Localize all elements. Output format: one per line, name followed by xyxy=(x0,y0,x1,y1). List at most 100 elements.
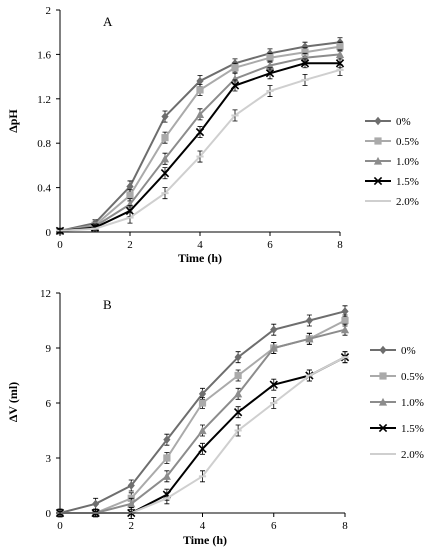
panel-b-series-1-0 xyxy=(55,323,350,518)
panel-a-data-point-1-0 xyxy=(335,50,345,58)
panel-b-data-point-0-5 xyxy=(198,399,207,407)
panel-b-data-point-0-5 xyxy=(163,454,171,462)
panel-b-data-point-1-0 xyxy=(162,472,171,480)
panel-b-y-tick-label: 3 xyxy=(46,453,52,465)
panel-a-data-point-0-5 xyxy=(336,43,344,51)
panel-a-data-point-1-0 xyxy=(265,61,275,70)
panel-b-legend-label-0: 0% xyxy=(401,345,416,357)
panel-a-y-tick-label: 1.6 xyxy=(37,49,51,61)
panel-b-data-point-1-0 xyxy=(305,334,314,343)
panel-b-legend-label-2-0: 2.0% xyxy=(401,449,424,461)
panel-a-data-point-1-0 xyxy=(300,53,310,62)
panel-b-y-tick-label: 6 xyxy=(46,398,52,410)
panel-b-data-point-0 xyxy=(127,481,135,490)
panel-a-series-0-5 xyxy=(56,41,344,235)
panel-b-series-line-0-5 xyxy=(60,319,346,514)
panel-a-data-point-1-5 xyxy=(125,206,135,216)
panel-b-data-point-1-5 xyxy=(269,380,278,389)
panel-a-data-point-1-0 xyxy=(160,154,170,163)
panel-b-legend-marker-1-5 xyxy=(378,423,388,433)
panel-a-data-point-1-5 xyxy=(265,69,275,78)
panel-b: 0 2 4 6 8 0 3 6 9 12 B Time (h) ΔV (ml) 0% 0.5% 1.… xyxy=(6,288,424,547)
panel-a-data-point-0-5 xyxy=(126,191,134,199)
panel-b-data-point-0 xyxy=(270,325,278,334)
panel-b-y-tick-label: 9 xyxy=(46,343,52,355)
panel-a-data-point-1-5 xyxy=(335,59,345,68)
panel-a-legend-marker-0 xyxy=(374,116,382,126)
panel-b-series-0-5 xyxy=(56,314,349,518)
panel-b-data-point-0-5 xyxy=(341,316,349,325)
panel-a-label: A xyxy=(103,14,113,29)
panel-b-data-point-0 xyxy=(198,389,207,399)
panel-b-legend: 0% 0.5% 1.0% 1.5% 2.0% xyxy=(370,345,424,461)
panel-b-data-point-1-0 xyxy=(198,426,207,435)
panel-a-data-point-0-5 xyxy=(231,64,239,72)
panel-a-legend-label-0-5: 0.5% xyxy=(396,136,419,148)
panel-b-x-ticks: 0 2 4 6 8 xyxy=(57,513,348,532)
panel-b-data-point-0 xyxy=(341,307,349,316)
panel-a-data-point-1-0 xyxy=(230,74,240,83)
panel-b-x-tick-label: 4 xyxy=(200,520,206,532)
panel-a-data-point-1-5 xyxy=(195,127,205,137)
panel-a-legend-label-1-5: 1.5% xyxy=(396,176,419,188)
panel-a-data-point-0-5 xyxy=(301,48,309,56)
panel-a-legend: 0% 0.5% 1.0% 1.5% 2.0% xyxy=(365,116,419,208)
panel-b-data-point-1-0 xyxy=(269,343,278,352)
panel-b-x-axis-title: Time (h) xyxy=(183,533,227,547)
panel-a-data-point-0-5 xyxy=(196,86,204,94)
panel-a-y-tick-label: 1.2 xyxy=(37,94,51,106)
panel-b-x-tick-label: 2 xyxy=(129,520,135,532)
panel-a-y-ticks: 0 0.4 0.8 1.2 1.6 2 xyxy=(37,5,60,239)
panel-a-data-point-1-0 xyxy=(195,110,205,118)
panel-a-legend-item-2-0: 2.0% xyxy=(365,196,419,208)
panel-b-data-point-0 xyxy=(163,435,171,444)
panel-b-series-line-1-0 xyxy=(60,328,346,514)
panel-a-y-tick-label: 0.4 xyxy=(37,183,51,195)
panel-a-y-tick-label: 0 xyxy=(46,227,52,239)
panel-b-data-point-1-0 xyxy=(340,325,350,334)
panel-b-data-point-0 xyxy=(92,499,100,509)
panel-a-legend-label-0: 0% xyxy=(396,116,411,128)
panel-b-x-tick-label: 8 xyxy=(342,520,348,532)
panel-b-data-point-0 xyxy=(305,316,313,325)
panel-b-legend-item-1-5: 1.5% xyxy=(370,423,424,435)
panel-b-x-tick-label: 0 xyxy=(57,520,63,532)
panel-b-legend-label-1-0: 1.0% xyxy=(401,397,424,409)
panel-a-legend-marker-0-5 xyxy=(374,137,382,145)
panel-a-legend-item-1-5: 1.5% xyxy=(365,176,419,188)
panel-b-y-tick-label: 12 xyxy=(40,288,51,300)
panel-b-legend-label-1-5: 1.5% xyxy=(401,423,424,435)
panel-b-legend-marker-1-0 xyxy=(378,397,388,406)
panel-b-data-point-1-0 xyxy=(234,389,243,398)
panel-b-data-point-1-0 xyxy=(127,499,136,508)
panel-a-legend-marker-1-0 xyxy=(373,156,383,165)
panel-a-series-line-0-5 xyxy=(59,45,341,232)
panel-a-data-point-1-5 xyxy=(160,169,170,178)
panel-a-legend-label-2-0: 2.0% xyxy=(396,196,419,208)
panel-b-data-point-1-5 xyxy=(198,444,207,453)
panel-b-legend-item-0: 0% xyxy=(370,345,416,357)
panel-a-x-axis-title: Time (h) xyxy=(178,251,222,265)
panel-a-data-point-1-0 xyxy=(125,200,135,208)
panel-b-y-tick-label: 0 xyxy=(46,508,52,520)
panel-a-data-point-0-5 xyxy=(266,54,274,62)
panel-a-data-point-0 xyxy=(126,182,134,191)
panel-a-data-point-1-5 xyxy=(300,59,310,68)
panel-b-legend-marker-0-5 xyxy=(379,372,387,380)
panel-a-legend-item-0-5: 0.5% xyxy=(365,136,419,148)
panel-b-legend-label-0-5: 0.5% xyxy=(401,371,424,383)
panel-a-x-tick-label: 4 xyxy=(197,239,203,251)
panel-b-data-point-0-5 xyxy=(234,371,242,380)
panel-a-series-2-0 xyxy=(56,63,344,234)
panel-b-y-axis-title: ΔV (ml) xyxy=(6,382,20,422)
panel-a-series xyxy=(55,37,345,236)
panel-b-data-point-1-5 xyxy=(233,408,243,417)
panel-b-data-point-0 xyxy=(234,352,242,362)
panel-a-legend-item-0: 0% xyxy=(365,116,411,128)
panel-b-x-tick-label: 6 xyxy=(271,520,277,532)
panel-a: 0 2 4 6 8 0 0.4 0.8 1.2 1.6 2 A Time (h) ΔpH 0% 0.… xyxy=(6,5,419,265)
panel-a-legend-label-1-0: 1.0% xyxy=(396,156,419,168)
panel-a-y-axis-title: ΔpH xyxy=(6,109,20,133)
panel-b-y-ticks: 0 3 6 9 12 xyxy=(40,288,60,520)
